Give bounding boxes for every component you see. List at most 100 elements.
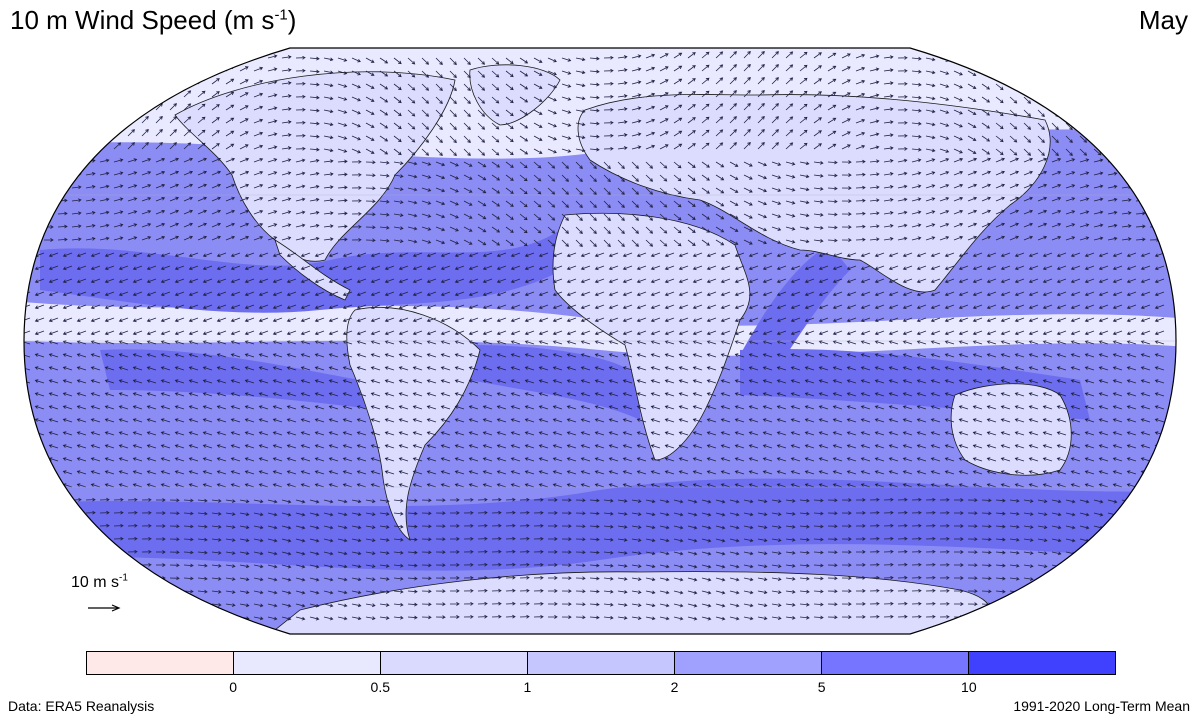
- wind-vector-arrow: [356, 483, 367, 488]
- wind-vector-arrow: [435, 135, 443, 143]
- wind-vector-arrow: [225, 551, 236, 555]
- wind-vector-arrow: [272, 304, 283, 310]
- wind-vector-arrow: [211, 65, 220, 72]
- wind-vector-arrow: [141, 51, 149, 59]
- wind-vector-arrow: [113, 90, 122, 98]
- wind-vector-arrow: [230, 317, 241, 323]
- wind-vector-arrow: [995, 563, 1006, 568]
- wind-vector-arrow: [295, 512, 306, 517]
- month-label: May: [1138, 5, 1188, 35]
- wind-vector-arrow: [561, 135, 572, 140]
- wind-vector-arrow: [776, 317, 787, 323]
- wind-vector-arrow: [967, 524, 978, 529]
- wind-vector-arrow: [1112, 418, 1123, 423]
- wind-vector-arrow: [771, 64, 779, 72]
- wind-vector-arrow: [48, 418, 59, 423]
- wind-vector-arrow: [659, 213, 668, 221]
- wind-vector-arrow: [281, 525, 292, 530]
- wind-vector-arrow: [183, 576, 194, 581]
- wind-vector-arrow: [519, 614, 530, 619]
- wind-vector-arrow: [454, 392, 465, 397]
- wind-vector-arrow: [748, 379, 759, 384]
- wind-vector-arrow: [29, 93, 40, 98]
- wind-vector-arrow: [939, 158, 950, 163]
- wind-vector-arrow: [673, 603, 684, 608]
- wind-vector-arrow: [874, 470, 885, 475]
- wind-vector-arrow: [132, 353, 143, 358]
- wind-vector-arrow: [440, 330, 451, 336]
- wind-vector-arrow: [1121, 172, 1132, 176]
- wind-vector-arrow: [902, 457, 913, 462]
- wind-vector-arrow: [981, 222, 992, 228]
- wind-vector-arrow: [188, 418, 199, 423]
- wind-vector-arrow: [566, 431, 577, 436]
- wind-vector-arrow: [57, 614, 68, 619]
- wind-vector-arrow: [1098, 431, 1109, 436]
- wind-vector-arrow: [1023, 564, 1034, 568]
- wind-vector-arrow: [463, 614, 474, 619]
- map-boundary: [23, 47, 1177, 635]
- wind-vector-arrow: [1042, 252, 1053, 258]
- wind-vector-arrow: [90, 291, 101, 297]
- wind-vector-arrow: [169, 170, 180, 176]
- wind-vector-arrow: [1135, 83, 1145, 89]
- wind-vector-arrow: [650, 278, 661, 284]
- wind-vector-arrow: [561, 226, 569, 234]
- wind-vector-arrow: [328, 457, 339, 462]
- color-scale-segment: [381, 652, 528, 674]
- wind-vector-arrow: [141, 210, 152, 215]
- wind-vector-arrow: [48, 252, 59, 258]
- wind-vector-arrow: [477, 148, 486, 156]
- wind-vector-arrow: [1079, 551, 1090, 556]
- wind-vector-arrow: [314, 444, 325, 449]
- wind-vector-arrow: [1009, 183, 1020, 189]
- wind-vector-arrow: [953, 135, 963, 141]
- wind-vector-arrow: [370, 366, 381, 371]
- wind-vector-arrow: [664, 379, 675, 384]
- wind-vector-arrow: [1014, 304, 1025, 310]
- wind-vector-arrow: [48, 379, 59, 384]
- wind-vector-arrow: [916, 278, 927, 284]
- wind-vector-arrow: [1140, 317, 1151, 323]
- wind-vector-arrow: [1079, 135, 1088, 143]
- wind-vector-arrow: [225, 196, 236, 202]
- wind-vector-arrow: [594, 392, 605, 397]
- wind-vector-arrow: [687, 226, 696, 233]
- wind-vector-arrow: [272, 457, 283, 462]
- wind-vector-arrow: [1135, 499, 1146, 504]
- wind-vector-arrow: [790, 291, 801, 297]
- wind-vector-arrow: [930, 291, 941, 297]
- wind-vector-arrow: [295, 551, 306, 556]
- wind-vector-arrow: [1028, 405, 1039, 410]
- color-scale-segment: [822, 652, 969, 674]
- wind-vector-arrow: [608, 457, 619, 462]
- wind-vector-arrow: [454, 278, 465, 284]
- wind-vector-arrow: [972, 444, 983, 449]
- wind-vector-arrow: [267, 106, 278, 111]
- wind-vector-arrow: [384, 444, 395, 449]
- wind-vector-arrow: [1051, 209, 1062, 215]
- wind-vector-arrow: [188, 483, 199, 488]
- wind-vector-arrow: [841, 511, 852, 515]
- wind-vector-arrow: [785, 576, 796, 581]
- wind-vector-arrow: [720, 457, 731, 462]
- wind-vector-arrow: [365, 83, 375, 89]
- wind-vector-arrow: [239, 183, 250, 189]
- wind-vector-arrow: [580, 366, 591, 371]
- wind-vector-arrow: [44, 212, 54, 216]
- wind-vector-arrow: [132, 418, 143, 423]
- wind-vector-arrow: [804, 457, 815, 462]
- wind-vector-arrow: [272, 483, 283, 488]
- wind-vector-arrow: [1042, 291, 1053, 297]
- wind-vector-arrow: [659, 66, 669, 72]
- wind-vector-arrow: [538, 252, 549, 258]
- wind-vector-arrow: [995, 537, 1006, 542]
- wind-vector-arrow: [678, 366, 689, 371]
- wind-vector-arrow: [393, 576, 404, 581]
- wind-vector-arrow: [384, 470, 395, 475]
- wind-vector-arrow: [771, 129, 779, 137]
- wind-vector-arrow: [729, 51, 737, 59]
- wind-vector-arrow: [701, 116, 710, 124]
- wind-vector-arrow: [258, 291, 269, 297]
- wind-vector-arrow: [398, 353, 409, 358]
